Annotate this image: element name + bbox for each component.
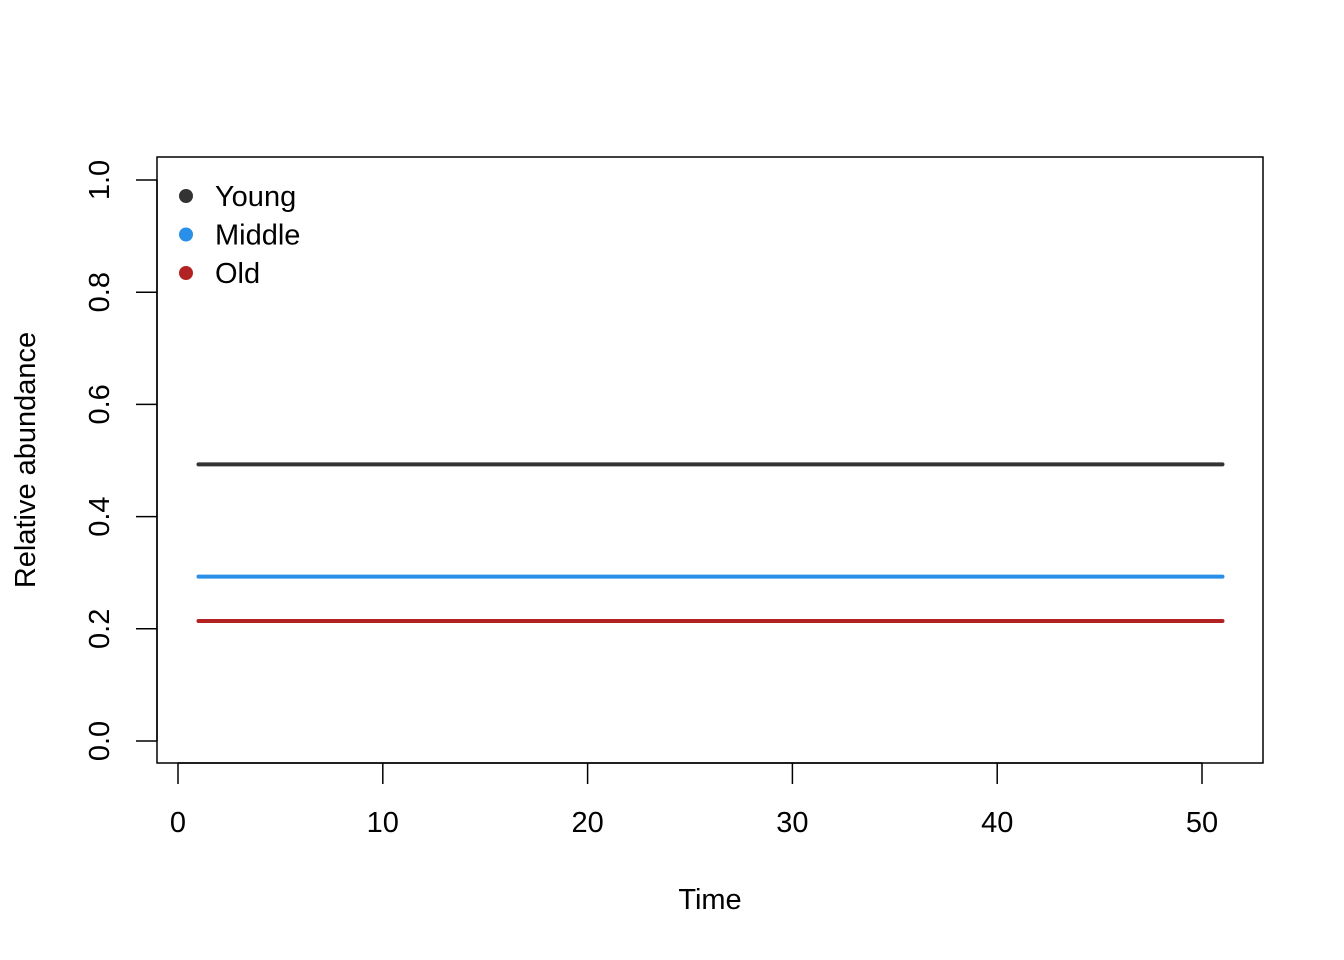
legend-marker-middle [179,227,193,242]
y-axis-title: Relative abundance [10,332,42,588]
y-tick-label: 0.2 [84,609,116,649]
x-tick-label: 10 [367,807,399,839]
legend: Young Middle Old [179,181,300,290]
x-axis-title: Time [678,884,741,916]
x-axis: 0 10 20 30 40 50 [170,762,1218,839]
y-tick-label: 0.8 [84,272,116,312]
y-tick-label: 0.4 [84,496,116,536]
x-tick-label: 30 [776,807,808,839]
y-axis: 0.0 0.2 0.4 0.6 0.8 1.0 [84,160,158,761]
y-tick-label: 0.0 [84,721,116,761]
x-tick-label: 50 [1186,807,1218,839]
y-tick-label: 0.6 [84,384,116,424]
y-tick-label: 1.0 [84,160,116,200]
x-tick-label: 0 [170,807,186,839]
legend-label-young: Young [215,181,296,213]
series-layer [196,462,1225,623]
legend-marker-old [179,266,193,280]
legend-label-middle: Middle [215,220,300,252]
x-tick-label: 40 [981,807,1013,839]
legend-label-old: Old [215,258,260,290]
x-tick-label: 20 [571,807,603,839]
legend-marker-young [179,189,193,203]
